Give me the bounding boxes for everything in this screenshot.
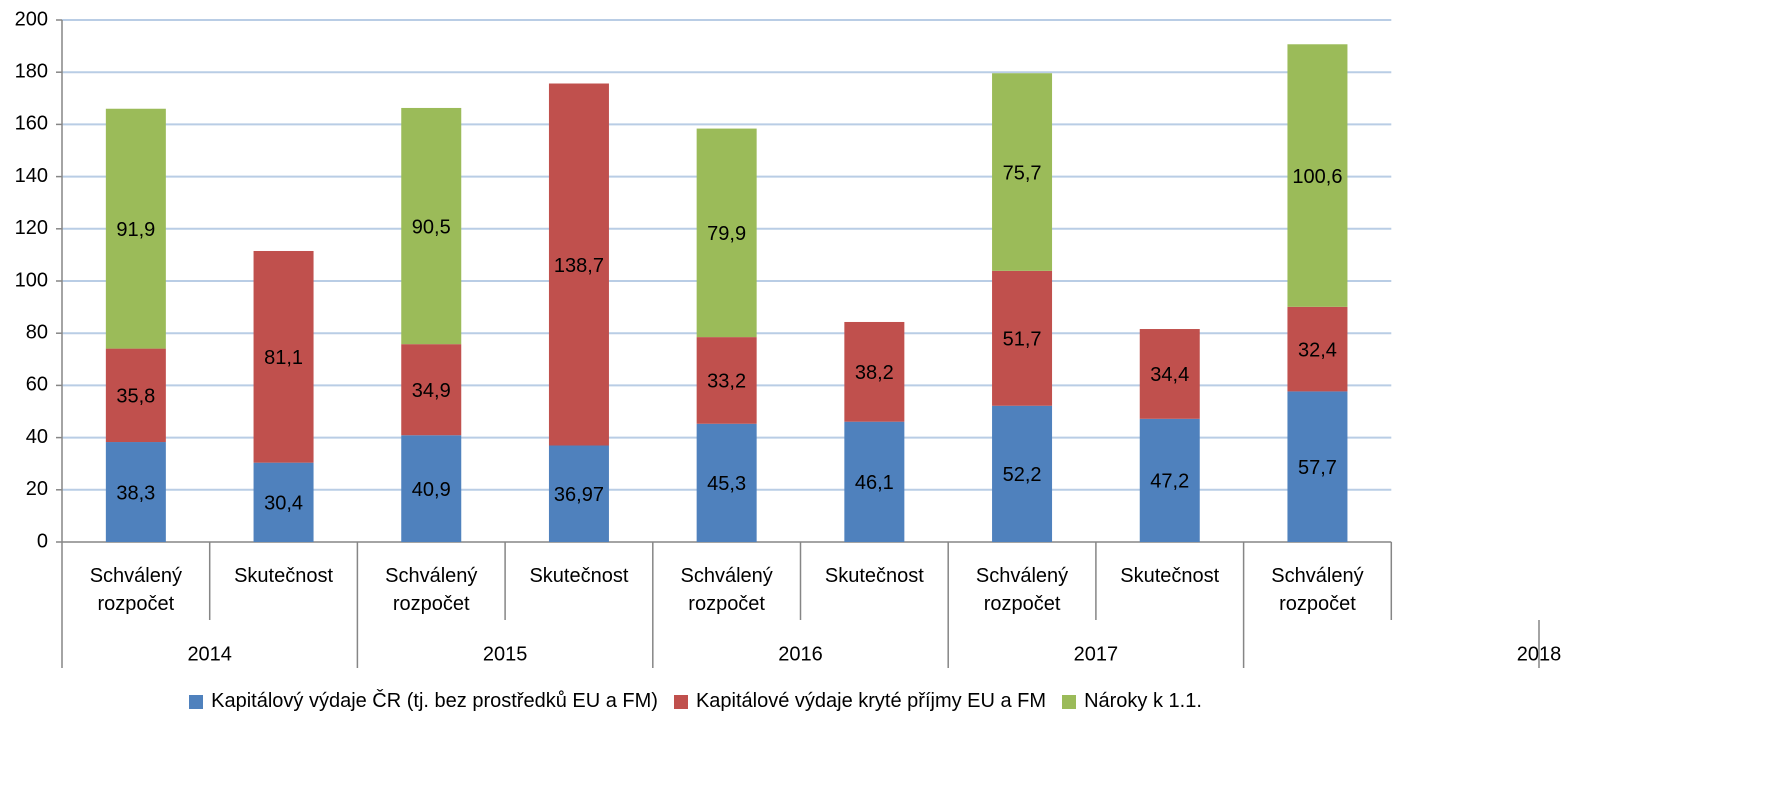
- y-tick-label: 160: [15, 113, 48, 135]
- bar-segment: [253, 462, 314, 542]
- data-label: 33,2: [707, 371, 746, 393]
- bar-segment: [1287, 391, 1348, 542]
- group-label: 2014: [187, 643, 232, 665]
- x-tick-label: Schválený rozpočet: [975, 565, 1069, 615]
- data-label: 138,7: [554, 255, 604, 277]
- data-label: 36,97: [554, 484, 604, 506]
- data-label: 46,1: [855, 472, 894, 494]
- data-label: 51,7: [1003, 329, 1042, 351]
- x-tick-label: Skutečnost: [234, 565, 334, 587]
- legend-label: Nároky k 1.1.: [1084, 690, 1202, 712]
- bar-segment: [401, 435, 462, 542]
- legend-label: Kapitálové výdaje kryté příjmy EU a FM: [695, 690, 1047, 712]
- data-label: 45,3: [707, 473, 746, 495]
- bar-segment: [1287, 306, 1348, 392]
- x-tick-label: Schválený rozpočet: [385, 565, 478, 615]
- x-tick-label: Skutečnost: [529, 565, 629, 587]
- x-tick-label: Schválený rozpočet: [89, 565, 182, 615]
- bar-segment: [992, 73, 1053, 271]
- bar-segment: [992, 270, 1053, 406]
- bar-segment: [548, 445, 609, 542]
- y-tick-label: 100: [15, 269, 48, 291]
- y-tick-label: 60: [26, 374, 48, 396]
- y-tick-label: 40: [26, 426, 48, 448]
- bar-segment: [992, 405, 1053, 542]
- bar-segment: [696, 128, 757, 338]
- y-tick-label: 20: [26, 478, 48, 500]
- data-label: 38,3: [116, 482, 155, 504]
- bar-segment: [844, 421, 905, 542]
- bar-segment: [844, 321, 905, 422]
- data-label: 90,5: [412, 216, 451, 238]
- legend-swatch: [1062, 694, 1077, 709]
- data-label: 35,8: [116, 386, 155, 408]
- legend-swatch: [673, 694, 688, 709]
- x-tick-label: Skutečnost: [824, 565, 924, 587]
- y-tick-label: 80: [26, 321, 48, 343]
- bar-segment: [696, 337, 757, 424]
- bar-segment: [1139, 329, 1200, 419]
- bar-segment: [105, 108, 166, 349]
- bar-segment: [401, 107, 462, 345]
- legend-item: Kapitálový výdaje ČR (tj. bez prostředků…: [189, 690, 658, 713]
- bar-segment: [105, 442, 166, 542]
- data-label: 91,9: [116, 219, 155, 241]
- group-label: 2016: [778, 643, 823, 665]
- legend-item: Nároky k 1.1.: [1062, 690, 1202, 713]
- data-label: 75,7: [1003, 162, 1042, 184]
- x-tick-label: Schválený rozpočet: [1271, 565, 1364, 615]
- bar-segment: [1139, 418, 1200, 542]
- data-label: 81,1: [264, 347, 303, 369]
- data-label: 30,4: [264, 493, 303, 515]
- data-label: 34,4: [1150, 364, 1189, 386]
- legend: Kapitálový výdaje ČR (tj. bez prostředků…: [0, 690, 1391, 713]
- legend-item: Kapitálové výdaje kryté příjmy EU a FM: [673, 690, 1047, 713]
- data-label: 47,2: [1150, 471, 1189, 493]
- bar-segment: [696, 423, 757, 542]
- group-label: 2017: [1074, 643, 1119, 665]
- data-label: 52,2: [1003, 464, 1042, 486]
- y-tick-label: 180: [15, 60, 48, 82]
- legend-swatch: [189, 694, 204, 709]
- y-tick-label: 0: [37, 530, 48, 552]
- bar-segment: [105, 348, 166, 443]
- data-label: 38,2: [855, 362, 894, 384]
- legend-label: Kapitálový výdaje ČR (tj. bez prostředků…: [211, 690, 658, 712]
- bar-segment: [1287, 44, 1348, 307]
- group-label: 2018: [1517, 643, 1562, 665]
- x-tick-label: Schválený rozpočet: [680, 565, 773, 615]
- data-label: 32,4: [1298, 339, 1337, 361]
- bar-segment: [253, 250, 314, 463]
- group-label: 2015: [483, 643, 528, 665]
- y-tick-label: 120: [15, 217, 48, 239]
- data-label: 40,9: [412, 479, 451, 501]
- y-tick-label: 200: [15, 8, 48, 30]
- bar-segment: [401, 344, 462, 436]
- y-tick-label: 140: [15, 165, 48, 187]
- bar-segment: [548, 83, 609, 446]
- data-label: 57,7: [1298, 457, 1337, 479]
- data-label: 34,9: [412, 380, 451, 402]
- data-label: 79,9: [707, 223, 746, 245]
- data-label: 100,6: [1292, 166, 1342, 188]
- x-tick-label: Skutečnost: [1120, 565, 1220, 587]
